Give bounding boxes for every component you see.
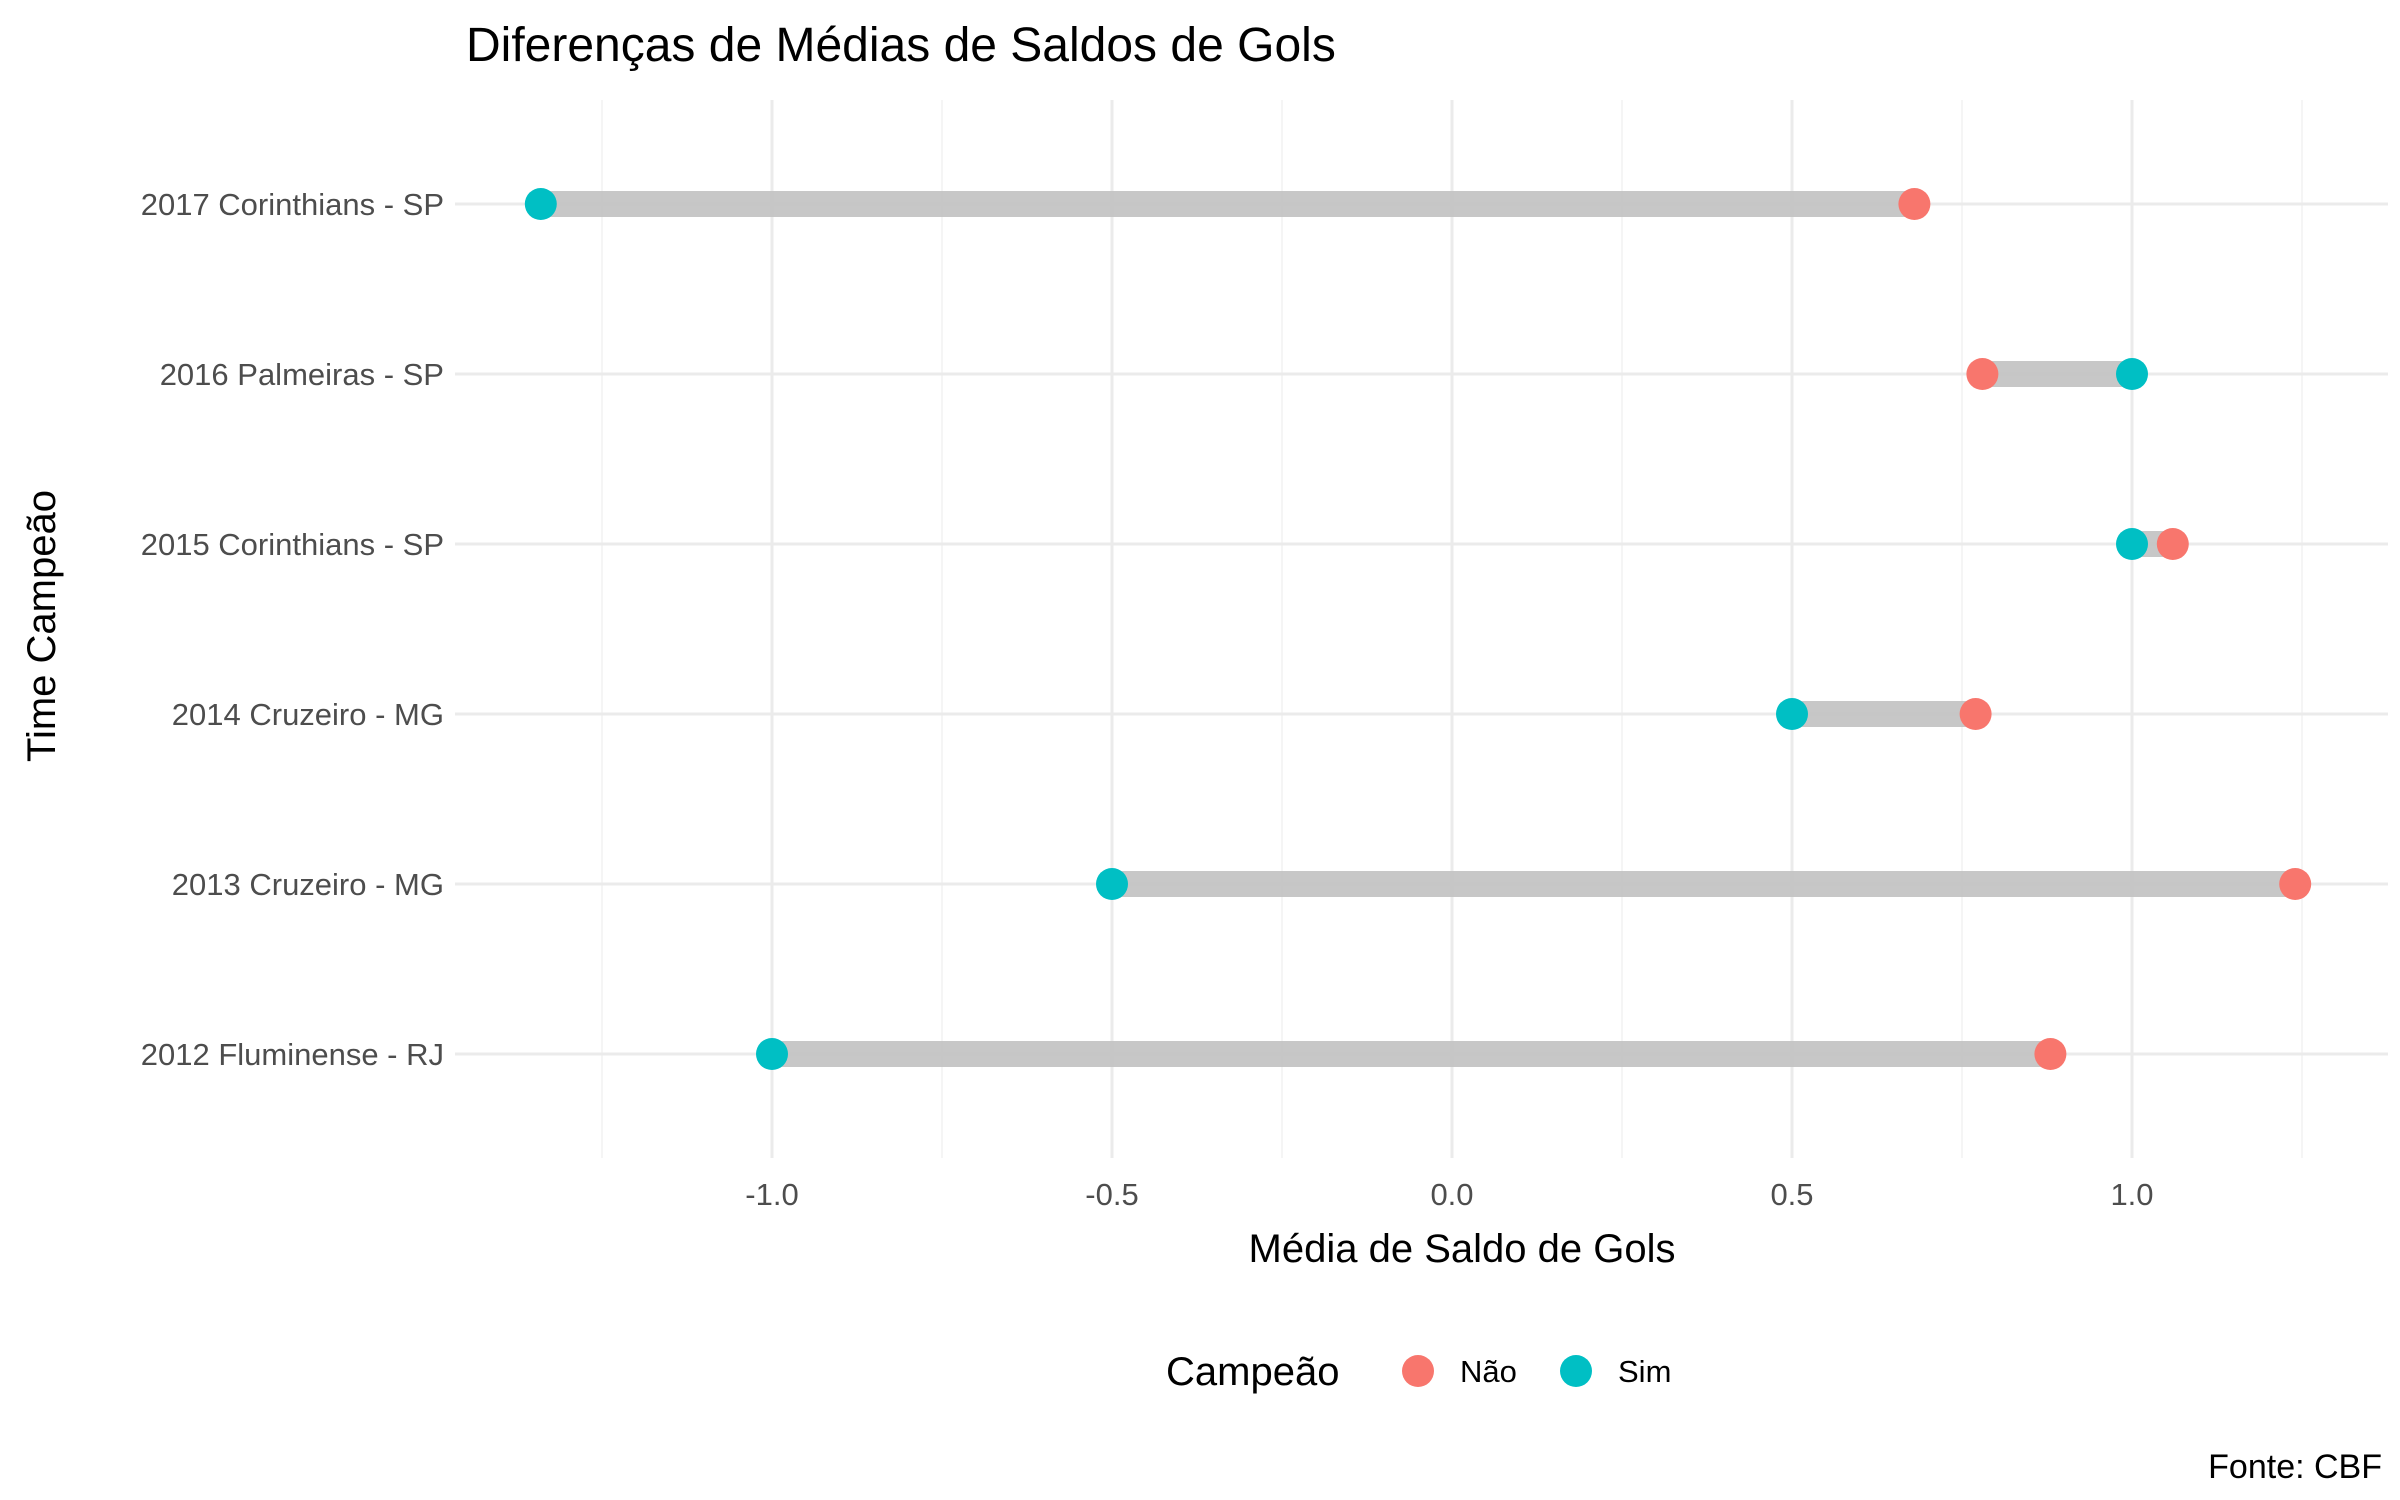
legend-key-sim [1560, 1355, 1592, 1387]
y-tick-label: 2017 Corinthians - SP [141, 187, 444, 222]
legend-label-nao: Não [1460, 1354, 1517, 1389]
point-nao [1966, 358, 1999, 390]
legend-title: Campeão [1166, 1350, 1339, 1394]
point-nao [2279, 868, 2312, 900]
legend: Campeão Não Sim [1166, 1350, 1671, 1394]
y-tick-label: 2013 Cruzeiro - MG [172, 867, 444, 902]
point-sim [2116, 528, 2148, 560]
y-tick-label: 2015 Corinthians - SP [141, 527, 444, 562]
x-tick-label: 0.0 [1430, 1177, 1473, 1212]
legend-key-nao [1402, 1355, 1434, 1387]
point-sim [756, 1038, 788, 1070]
chart-caption: Fonte: CBF [2208, 1448, 2382, 1486]
data-points [524, 188, 2312, 1070]
y-tick-label: 2014 Cruzeiro - MG [172, 697, 444, 732]
y-axis-tick-labels: 2017 Corinthians - SP 2016 Palmeiras - SP… [141, 187, 444, 1072]
point-nao [2034, 1038, 2067, 1070]
y-tick-label: 2016 Palmeiras - SP [160, 357, 444, 392]
point-nao [1898, 188, 1931, 220]
point-sim [524, 188, 557, 220]
x-axis-tick-labels: -1.0 -0.5 0.0 0.5 1.0 [745, 1177, 2153, 1212]
point-sim [1096, 868, 1128, 900]
legend-label-sim: Sim [1618, 1354, 1671, 1389]
dumbbell-segments [540, 191, 2296, 1067]
x-tick-label: -0.5 [1085, 1177, 1138, 1212]
grid [455, 100, 2388, 1158]
point-sim [2116, 358, 2148, 390]
x-tick-label: -1.0 [745, 1177, 798, 1212]
x-tick-label: 0.5 [1770, 1177, 1813, 1212]
y-axis-title: Time Campeão [20, 490, 64, 762]
point-sim [1776, 698, 1808, 730]
point-nao [2156, 528, 2189, 560]
x-tick-label: 1.0 [2110, 1177, 2153, 1212]
y-tick-label: 2012 Fluminense - RJ [141, 1037, 444, 1072]
x-axis-title: Média de Saldo de Gols [1249, 1227, 1676, 1271]
point-nao [1959, 698, 1992, 730]
chart-title: Diferenças de Médias de Saldos de Gols [466, 19, 1336, 72]
